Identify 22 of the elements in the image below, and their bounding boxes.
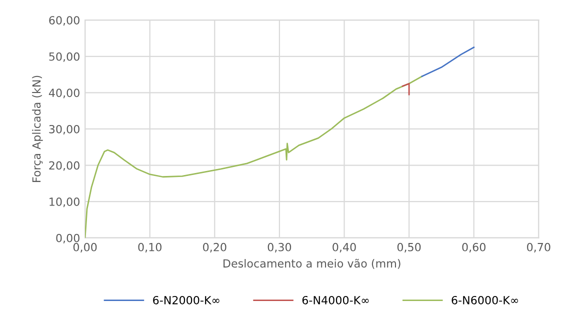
x-tick-label: 0,70 — [527, 242, 550, 252]
x-axis-title: Deslocamento a meio vão (mm) — [224, 258, 400, 269]
x-tick-label: 0,10 — [138, 242, 162, 252]
y-tick-label: 0,00 — [56, 234, 80, 244]
y-tick-label: 30,00 — [49, 124, 80, 134]
line-series — [421, 46, 475, 78]
legend-label: 6-N4000-K∞ — [302, 296, 369, 304]
y-tick-label: 60,00 — [49, 16, 80, 26]
y-axis-title: Força Aplicada (kN) — [32, 76, 43, 182]
y-tick-label: 40,00 — [48, 88, 80, 98]
legend-label: 6-N6000-K∞ — [452, 296, 518, 304]
x-tick-label: 0,50 — [397, 242, 421, 252]
x-tick-label: 0,00 — [73, 242, 97, 252]
x-tick-label: 0,40 — [332, 242, 356, 252]
x-tick-label: 0,60 — [462, 242, 486, 252]
legend-label: 6-N2000-K∞ — [153, 296, 220, 304]
x-tick-label: 0,20 — [203, 242, 226, 252]
y-tick-label: 20,00 — [49, 161, 80, 171]
line-series — [85, 76, 423, 238]
y-tick-label: 50,00 — [49, 52, 80, 62]
y-tick-label: 10,00 — [50, 198, 80, 208]
x-tick-label: 0,30 — [268, 242, 292, 252]
